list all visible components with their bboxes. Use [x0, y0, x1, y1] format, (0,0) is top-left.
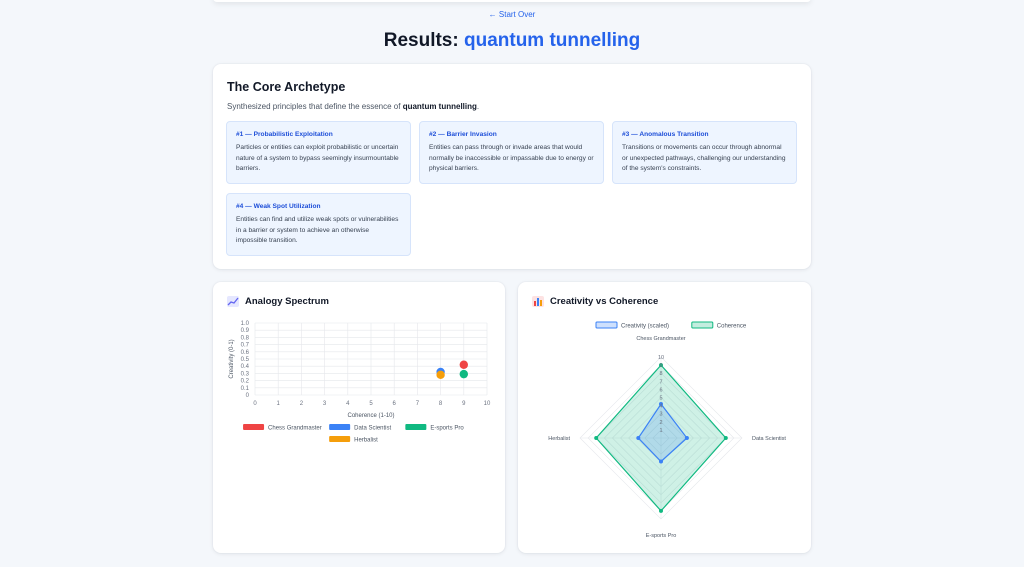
principle-body: Transitions or movements can occur throu…	[622, 144, 786, 172]
creativity-coherence-card: Creativity vs Coherence Creativity (scal…	[518, 282, 811, 553]
radar-tick-label: 4	[659, 404, 662, 410]
radar-tick-label: 9	[659, 363, 662, 369]
y-tick-label: 0.4	[241, 364, 250, 370]
x-tick-label: 8	[439, 401, 443, 407]
analogy-spectrum-card: Analogy Spectrum 0 1 2 3 4 5 6 7 8 9 10 0 0.1 0.2 0.3 0…	[213, 282, 505, 553]
principle-card-4: #4 — Weak Spot Utilization Entities can …	[226, 193, 411, 256]
y-axis-label: Creativity (0-1)	[229, 339, 235, 378]
legend-swatch	[595, 321, 618, 329]
radar-tick-label: 2	[659, 420, 662, 426]
y-tick-label: 0.8	[241, 335, 250, 341]
x-tick-label: 0	[253, 401, 257, 407]
x-tick-label: 4	[346, 401, 350, 407]
y-tick-label: 0.6	[241, 350, 250, 356]
radar-point	[659, 508, 663, 513]
x-tick-label: 6	[393, 401, 397, 407]
radar-point	[659, 363, 663, 368]
legend-swatch	[329, 436, 351, 442]
previous-card-edge	[213, 0, 811, 2]
radar-point	[723, 436, 728, 440]
x-tick-label: 10	[484, 401, 491, 407]
legend-label: Coherence	[717, 324, 747, 330]
core-archetype-card: The Core Archetype Synthesized principle…	[213, 64, 811, 269]
y-tick-label: 1.0	[241, 321, 250, 327]
core-archetype-heading: The Core Archetype	[227, 80, 346, 94]
y-tick-label: 0.3	[241, 371, 250, 377]
x-tick-label: 1	[277, 401, 281, 407]
y-tick-label: 0.9	[241, 328, 250, 334]
radar-tick-label: 1	[659, 428, 662, 434]
principle-body: Particles or entities can exploit probab…	[236, 144, 399, 172]
principle-card-1: #1 — Probabilistic Exploitation Particle…	[226, 121, 411, 184]
radar-point	[659, 401, 663, 406]
legend-label: E-sports Pro	[430, 426, 464, 432]
data-point-herbalist	[436, 370, 445, 380]
y-tick-label: 0.5	[241, 357, 250, 363]
y-tick-label: 0.7	[241, 343, 250, 349]
x-tick-label: 3	[323, 401, 327, 407]
y-tick-label: 0	[246, 393, 250, 399]
legend-swatch	[329, 424, 351, 430]
x-tick-label: 2	[300, 401, 304, 407]
legend-label: Chess Grandmaster	[268, 426, 322, 432]
radar-category-label: E-sports Pro	[646, 533, 677, 539]
principle-body: Entities can pass through or invade area…	[429, 144, 594, 172]
radar-tick-label: 6	[659, 387, 662, 393]
radar-tick-label: 8	[659, 371, 662, 377]
subtitle-prefix: Synthesized principles that define the e…	[227, 102, 401, 111]
core-archetype-subtitle: Synthesized principles that define the e…	[227, 102, 479, 111]
creativity-coherence-title-text: Creativity vs Coherence	[550, 296, 659, 307]
legend-label: Herbalist	[354, 438, 378, 444]
y-tick-label: 0.1	[241, 386, 250, 392]
analogy-spectrum-title-text: Analogy Spectrum	[245, 296, 329, 307]
creativity-coherence-chart: Creativity (scaled) Coherence 1 2 3 4 5 6 7 8 9 10 C…	[548, 321, 786, 539]
principle-card-2: #2 — Barrier Invasion Entities can pass …	[419, 121, 604, 184]
radar-category-label: Herbalist	[548, 436, 570, 442]
creativity-coherence-title: Creativity vs Coherence	[532, 296, 658, 307]
radar-point	[636, 436, 641, 440]
x-tick-label: 7	[416, 401, 420, 407]
page-title-topic: quantum tunnelling	[463, 30, 641, 51]
analogy-spectrum-title: Analogy Spectrum	[227, 296, 329, 307]
legend-label: Creativity (scaled)	[621, 324, 669, 330]
x-axis-label: Coherence (1-10)	[347, 413, 394, 419]
radar-tick-label: 5	[659, 396, 662, 402]
principle-title: #2 — Barrier Invasion	[429, 131, 497, 138]
page-title: Results: quantum tunnelling	[0, 30, 1024, 52]
chart-line-icon	[227, 296, 239, 307]
principle-title: #3 — Anomalous Transition	[622, 131, 709, 138]
page-title-prefix: Results:	[383, 30, 459, 51]
bar-chart-icon	[532, 296, 544, 307]
y-tick-label: 0.2	[241, 379, 250, 385]
x-tick-label: 5	[369, 401, 373, 407]
legend-swatch	[405, 424, 427, 430]
x-tick-label: 9	[462, 401, 466, 407]
radar-tick-label: 10	[658, 355, 664, 361]
radar-category-label: Data Scientist	[752, 436, 786, 442]
legend-swatch	[243, 424, 265, 430]
principle-body: Entities can find and utilize weak spots…	[236, 216, 399, 244]
subtitle-topic: quantum tunnelling	[402, 102, 477, 111]
start-over-link[interactable]: ← Start Over	[488, 10, 536, 19]
data-point-e-sports-pro	[459, 369, 468, 379]
radar-point	[659, 459, 663, 464]
radar-category-label: Chess Grandmaster	[636, 336, 685, 342]
radar-tick-label: 7	[659, 379, 662, 385]
principle-title: #1 — Probabilistic Exploitation	[236, 131, 333, 138]
principle-card-3: #3 — Anomalous Transition Transitions or…	[612, 121, 797, 184]
legend-label: Data Scientist	[354, 426, 391, 432]
legend-swatch	[691, 321, 714, 329]
data-point-chess-grandmaster	[459, 360, 468, 369]
radar-point	[594, 436, 599, 440]
subtitle-suffix: .	[476, 102, 480, 111]
analogy-spectrum-chart: 0 1 2 3 4 5 6 7 8 9 1000.10.20.30.40.50.60.70.80.9…	[229, 321, 491, 444]
principle-title: #4 — Weak Spot Utilization	[236, 203, 321, 210]
radar-tick-label: 3	[659, 412, 662, 418]
radar-point	[684, 436, 689, 440]
